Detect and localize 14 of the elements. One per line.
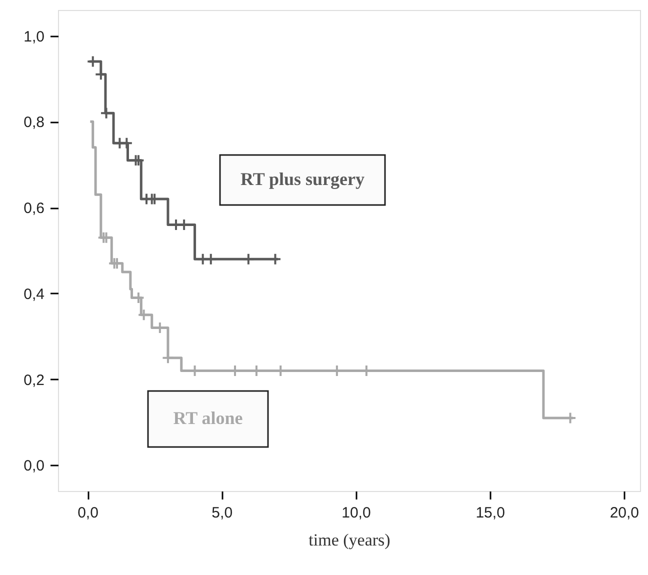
y-tick-label: 0,8 xyxy=(24,114,44,132)
x-tick-label: 5,0 xyxy=(212,504,233,522)
x-tick-label: 0,0 xyxy=(78,504,98,522)
y-tick-label: 0,4 xyxy=(24,286,44,303)
x-tick-label: 20,0 xyxy=(610,504,640,522)
x-tick-label: 15,0 xyxy=(476,504,505,522)
y-tick-label: 1,0 xyxy=(24,28,44,46)
y-tick-label: 0,6 xyxy=(24,200,44,218)
text: RT alone xyxy=(173,408,243,428)
x-tick-label: 10,0 xyxy=(342,504,371,522)
y-tick-label: 0,2 xyxy=(24,372,44,389)
x-axis-title: time (years) xyxy=(308,530,390,550)
text: RT plus surgery xyxy=(240,169,365,189)
y-tick-label: 0,0 xyxy=(24,458,44,475)
